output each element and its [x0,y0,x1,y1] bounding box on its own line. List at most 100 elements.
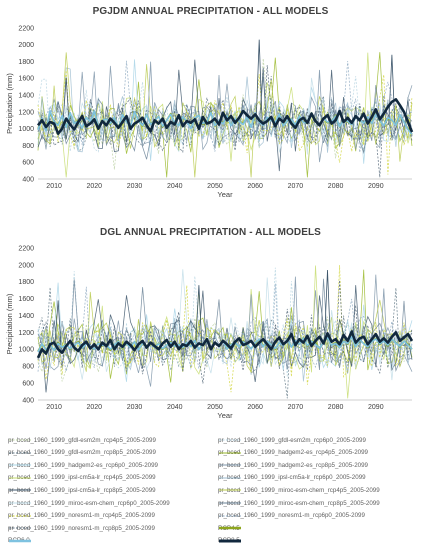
model-series-peak [247,294,255,352]
model-series-line [37,285,413,393]
x-tick-label: 2070 [288,183,304,190]
model-series-peak [388,54,396,131]
model-series-line [37,77,413,155]
legend-item: pr_bced_1960_1999_noresm1-m_rcp8p5_2005-… [8,522,155,534]
legend-item: RCP4.5 [218,522,241,534]
legend-swatch [9,464,31,466]
y-tick-label: 1200 [18,109,34,116]
y-tick-label: 600 [22,381,34,388]
legend-swatch [219,452,241,454]
model-series-line [37,85,413,160]
y-tick-label: 1800 [18,279,34,286]
legend-swatch [219,439,241,441]
y-axis-title: Precipitation (mm) [5,293,14,354]
legend-label: pr_bced_1960_1999_ipsl-cm5a-lr_rcp4p5_20… [8,474,156,482]
legend-swatch [9,489,31,491]
x-tick-label: 2010 [46,404,62,411]
legend-label: pr_bced_1960_1999_noresm1-m_rcp8p5_2005-… [8,524,155,532]
x-tick-label: 2080 [328,404,344,411]
legend-label: pr_bced_1960_1999_gfdl-esm2m_rcp4p5_2005… [8,436,156,444]
model-series-peak [54,300,62,352]
y-tick-label: 1800 [18,59,34,66]
legend-item: pr_bced_1960_1999_miroc-esm-chem_rcp6p0_… [8,497,170,509]
legend-item: pr_bced_1960_1999_ipsl-cm5a-lr_rcp8p5_20… [8,484,156,496]
y-tick-label: 1000 [18,347,34,354]
x-tick-label: 2060 [247,404,263,411]
model-series-peak [291,276,299,352]
legend: pr_bced_1960_1999_gfdl-esm2m_rcp4p5_2005… [0,430,421,548]
legend-item: pr_bced_1960_1999_hadgem2-es_rcp8p5_2005… [218,459,368,471]
legend-label: pr_bced_1960_1999_gfdl-esm2m_rcp8p5_2005… [8,449,156,457]
model-series-peak [255,39,263,131]
legend-swatch [9,515,31,517]
y-tick-label: 1000 [18,126,34,133]
x-tick-label: 2030 [127,183,143,190]
legend-swatch [9,539,31,542]
y-tick-label: 400 [22,397,34,404]
y-tick-label: 1200 [18,330,34,337]
x-axis-title: Year [217,190,233,199]
legend-swatch [219,477,241,479]
y-axis-title: Precipitation (mm) [5,73,14,134]
rcp85-mean-line [36,98,414,135]
x-tick-label: 2020 [87,183,103,190]
model-series-peak [323,269,332,352]
y-tick-label: 1600 [18,296,34,303]
y-tick-label: 2000 [18,262,34,269]
x-tick-label: 2060 [247,183,263,190]
x-tick-label: 2050 [207,183,223,190]
legend-item: pr_bced_1960_1999_gfdl-esm2m_rcp8p5_2005… [8,447,156,459]
legend-item: pr_bced_1960_1999_gfdl-esm2m_rcp4p5_2005… [8,434,156,446]
legend-item: pr_bced_1960_1999_ipsl-cm5a-lr_rcp6p0_20… [218,472,366,484]
y-tick-label: 600 [22,160,34,167]
legend-label: pr_bced_1960_1999_miroc-esm-chem_rcp8p5_… [218,499,380,507]
y-tick-label: 2000 [18,42,34,49]
legend-item: pr_bced_1960_1999_miroc-esm-chem_rcp8p5_… [218,497,380,509]
x-tick-label: 2090 [368,183,384,190]
model-series-peak [215,74,223,131]
legend-swatch [219,515,241,517]
legend-swatch [219,464,241,466]
legend-item: pr_bced_1960_1999_miroc-esm-chem_rcp4p5_… [218,484,380,496]
x-tick-label: 2010 [46,183,62,190]
legend-item: RCP8.5 [218,535,241,547]
legend-swatch [9,452,31,454]
x-tick-label: 2040 [167,404,183,411]
legend-swatch [9,477,31,479]
legend-swatch [9,439,31,441]
legend-swatch [9,502,31,504]
legend-label: pr_bced_1960_1999_hadgem2-es_rcp8p5_2005… [218,461,369,469]
legend-label: pr_bced_1960_1999_miroc-esm-chem_rcp6p0_… [8,499,170,507]
x-tick-label: 2050 [207,404,223,411]
legend-label: pr_bced_1960_1999_ipsl-cm5a-lr_rcp8p5_20… [8,486,156,494]
x-tick-label: 2070 [288,404,304,411]
y-tick-label: 800 [22,364,34,371]
y-tick-label: 1400 [18,313,34,320]
model-series-line [37,65,413,178]
legend-swatch [9,527,31,529]
y-tick-label: 1400 [18,93,34,100]
y-tick-label: 2200 [18,25,34,32]
legend-label: pr_bced_1960_1999_noresm1-m_rcp6p0_2005-… [218,512,365,520]
legend-swatch [219,489,241,491]
legend-swatch [219,526,241,530]
model-series-line [37,60,413,153]
legend-label: pr_bced_1960_1999_ipsl-cm5a-lr_rcp6p0_20… [218,474,366,482]
legend-label: pr_bced_1960_1999_hadgem2-es_rcp6p0_2005… [8,461,159,469]
model-series-line [37,75,413,152]
x-axis-title: Year [217,411,233,420]
legend-item: pr_bced_1960_1999_noresm1-m_rcp6p0_2005-… [218,510,365,522]
legend-item: pr_bced_1960_1999_hadgem2-es_rcp6p0_2005… [8,459,158,471]
y-tick-label: 1600 [18,76,34,83]
legend-swatch [219,502,241,504]
legend-label: pr_bced_1960_1999_miroc-esm-chem_rcp4p5_… [218,486,380,494]
chart-title-dgl: DGL ANNUAL PRECIPITATION - ALL MODELS [100,227,321,238]
legend-item: pr_bced_1960_1999_noresm1-m_rcp4p5_2005-… [8,510,155,522]
model-series-line [37,280,413,384]
y-tick-label: 400 [22,176,34,183]
legend-label: pr_bced_1960_1999_noresm1-m_rcp4p5_2005-… [8,512,155,520]
legend-label: pr_bced_1960_1999_gfdl-esm2m_rcp6p0_2005… [218,436,366,444]
model-series-line [37,289,413,373]
legend-swatch [219,539,241,543]
legend-item: pr_bced_1960_1999_hadgem2-es_rcp4p5_2005… [218,447,368,459]
